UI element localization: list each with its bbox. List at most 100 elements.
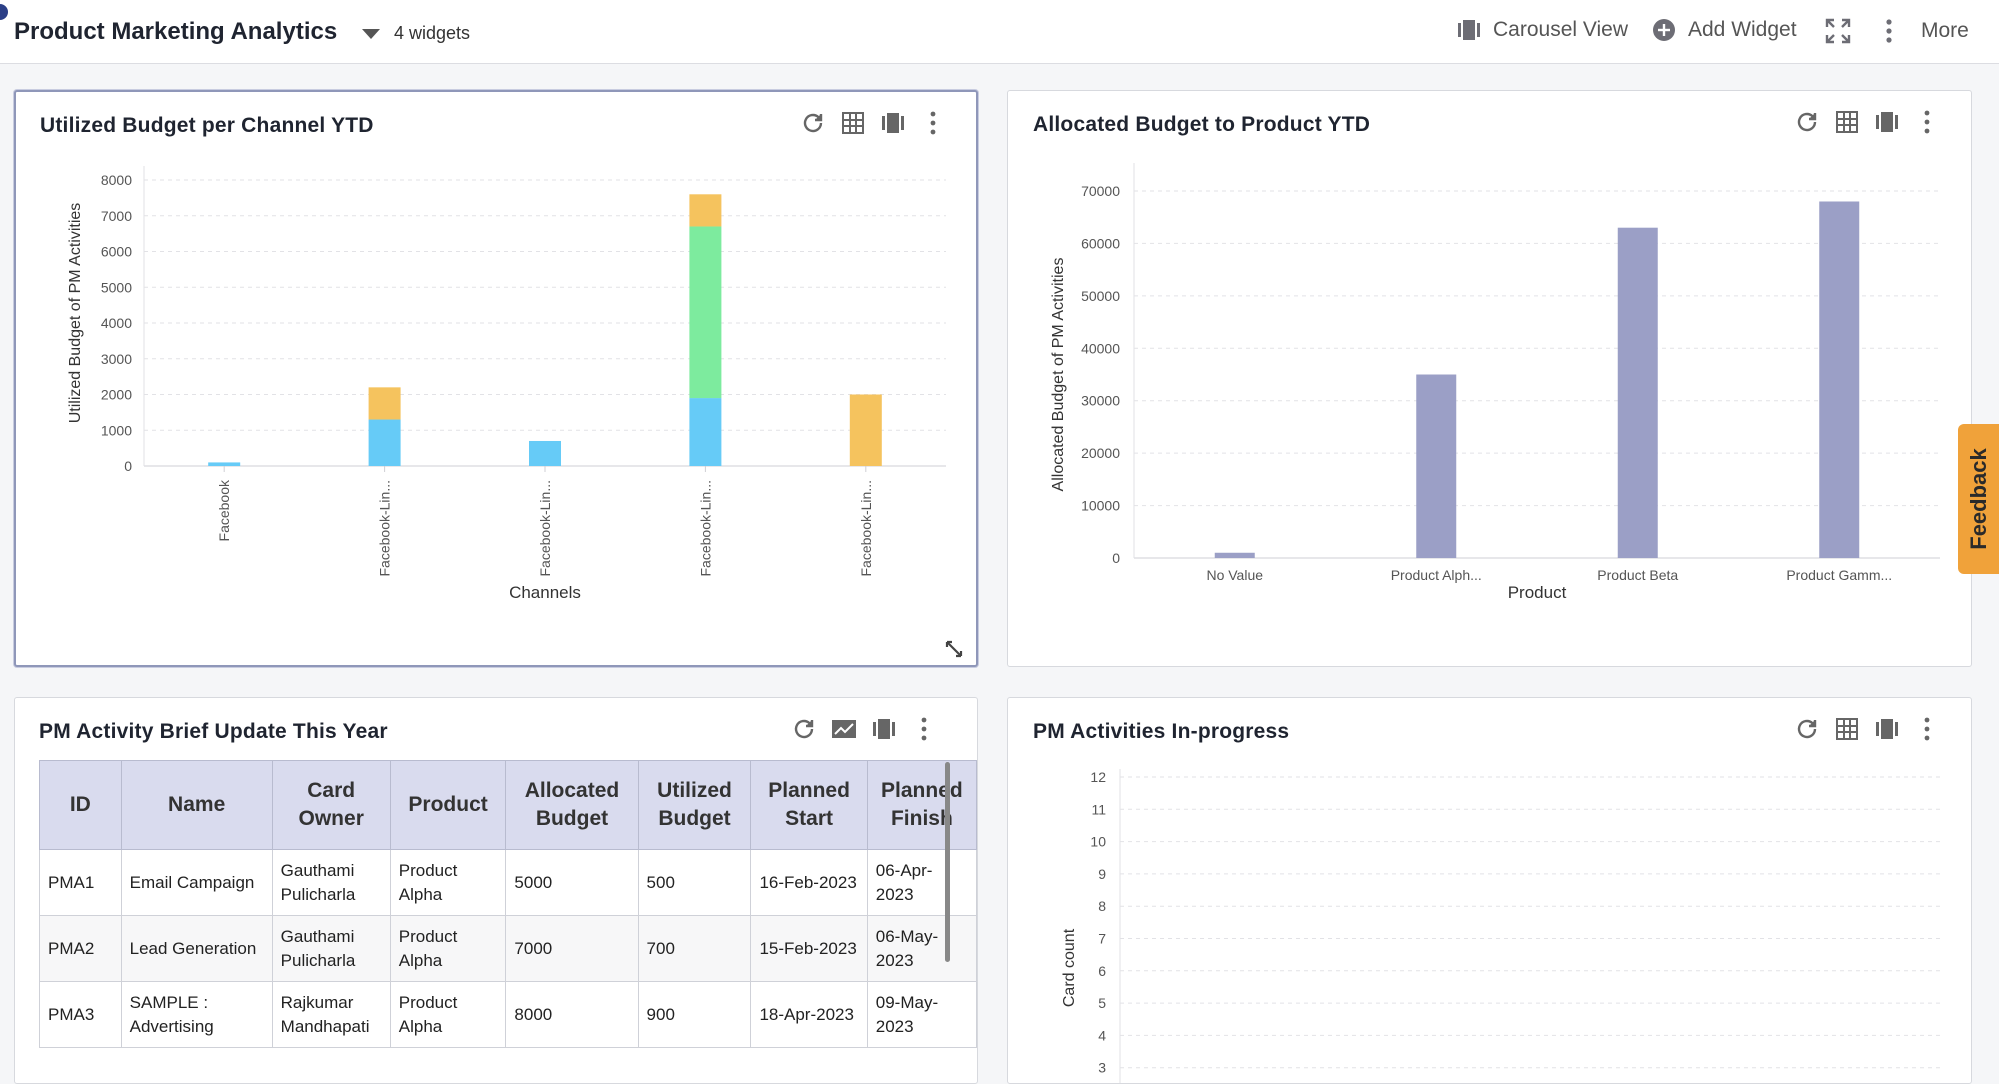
widget-title: Allocated Budget to Product YTD	[1033, 113, 1371, 136]
widget-title: PM Activities In-progress	[1033, 720, 1290, 743]
column-header-label: ID	[69, 793, 91, 816]
bar-segment	[689, 398, 722, 466]
y-tick-label: 4	[1098, 1027, 1106, 1043]
expand-icon	[1825, 18, 1851, 44]
table-row[interactable]: PMA1 Email Campaign Gauthami Pulicharla Pro…	[39, 849, 977, 916]
y-tick-label: 6000	[101, 244, 132, 260]
bar-segment	[368, 419, 401, 466]
table-row[interactable]: PMA2 Lead Generation Gauthami Pulicharla Pr…	[39, 915, 977, 982]
column-header[interactable]: Card Owner	[271, 760, 391, 850]
y-tick-label: 20000	[1081, 445, 1120, 461]
table-view-icon[interactable]	[1834, 109, 1860, 135]
kebab-icon[interactable]	[911, 716, 937, 742]
column-header[interactable]: ID	[39, 760, 122, 850]
y-tick-label: 7000	[101, 208, 132, 224]
table-cell: 700	[637, 915, 752, 982]
bar	[1214, 552, 1255, 558]
y-tick-label: 5	[1098, 995, 1106, 1011]
more-label: More	[1921, 19, 1969, 42]
column-header[interactable]: Name	[120, 760, 273, 850]
refresh-icon[interactable]	[800, 110, 826, 136]
resize-handle-icon[interactable]	[944, 639, 964, 659]
column-header-label: Planned	[881, 779, 963, 802]
table-scrollbar[interactable]	[945, 762, 950, 962]
table-cell: 09-May-2023	[866, 981, 977, 1048]
column-header[interactable]: Allocated Budget	[505, 760, 639, 850]
kebab-icon[interactable]	[1914, 109, 1940, 135]
column-header-label: Owner	[298, 807, 364, 830]
kebab-icon[interactable]	[920, 110, 946, 136]
dashboard-title[interactable]: Product Marketing Analytics	[14, 18, 338, 45]
x-tick-label: Product Beta	[1597, 567, 1678, 583]
column-header[interactable]: Planned Finish	[866, 760, 977, 850]
x-tick-label: Facebook-Lin...	[697, 480, 713, 577]
more-button[interactable]: More	[1885, 18, 1969, 44]
refresh-icon[interactable]	[791, 716, 817, 742]
table-cell: 8000	[505, 981, 639, 1048]
table-cell: SAMPLE : Advertising	[120, 981, 273, 1048]
widget-toolbar	[800, 110, 946, 136]
widget-allocated-budget[interactable]: Allocated Budget to Product YTD 0 10000 20…	[1007, 90, 1972, 667]
fullscreen-button[interactable]	[1825, 18, 1863, 44]
carousel-icon[interactable]	[871, 716, 897, 742]
table-body: PMA1 Email Campaign Gauthami Pulicharla Pro…	[39, 849, 977, 1048]
column-header-label: Card	[307, 779, 356, 802]
table-view-icon[interactable]	[840, 110, 866, 136]
status-dot	[0, 4, 8, 20]
widget-toolbar	[1794, 109, 1940, 135]
refresh-icon[interactable]	[1794, 109, 1820, 135]
table-cell: PMA2	[39, 915, 122, 982]
widget-utilized-budget[interactable]: Utilized Budget per Channel YTD 0 1000 200…	[14, 90, 978, 667]
column-header-label: Utilized	[657, 779, 732, 802]
y-axis-title: Allocated Budget of PM Activities	[1050, 258, 1067, 492]
add-widget-button[interactable]: Add Widget	[1652, 18, 1797, 42]
y-tick-label: 50000	[1081, 288, 1120, 304]
table-row[interactable]: PMA3 SAMPLE : Advertising Rajkumar Mandhap…	[39, 981, 977, 1048]
carousel-icon[interactable]	[880, 110, 906, 136]
widget-activities-in-progress[interactable]: PM Activities In-progress 3 4 5 6 7 8 9 10 11 12 C…	[1007, 697, 1972, 1084]
chart-view-icon[interactable]	[831, 716, 857, 742]
chevron-down-icon[interactable]	[362, 29, 380, 39]
activity-table: ID Name Card Owner Product Allocated Budget Uti…	[39, 760, 977, 1048]
column-header-label: Name	[168, 793, 226, 816]
widget-count: 4 widgets	[394, 23, 471, 43]
in-progress-chart: 3 4 5 6 7 8 9 10 11 12 Card count	[1061, 769, 1940, 1083]
y-tick-label: 12	[1090, 769, 1106, 785]
carousel-icon[interactable]	[1874, 716, 1900, 742]
column-header-label: Start	[785, 807, 834, 830]
y-tick-label: 40000	[1081, 340, 1120, 356]
bar-segment	[849, 394, 882, 466]
carousel-view-button[interactable]: Carousel View	[1457, 18, 1628, 42]
refresh-icon[interactable]	[1794, 716, 1820, 742]
table-cell: Product Alpha	[389, 981, 507, 1048]
y-tick-label: 3000	[101, 351, 132, 367]
utilized-budget-chart: 0 1000 2000 3000 4000 5000 6000 7000 8000 Faceboo…	[67, 166, 946, 602]
x-tick-label: Facebook-Lin...	[537, 480, 553, 577]
widget-activity-brief[interactable]: PM Activity Brief Update This Year ID Nam…	[14, 697, 978, 1084]
table-cell: PMA3	[39, 981, 122, 1048]
table-view-icon[interactable]	[1834, 716, 1860, 742]
carousel-icon	[1458, 20, 1480, 40]
table-cell: 900	[637, 981, 752, 1048]
bar	[1819, 201, 1860, 558]
carousel-icon[interactable]	[1874, 109, 1900, 135]
table-header-row: ID Name Card Owner Product Allocated Budget Uti…	[39, 760, 977, 850]
table-cell: Rajkumar Mandhapati	[271, 981, 391, 1048]
kebab-icon[interactable]	[1914, 716, 1940, 742]
bar	[1617, 227, 1658, 558]
bar-segment	[208, 462, 241, 466]
column-header[interactable]: Product	[389, 760, 507, 850]
table-cell: 18-Apr-2023	[750, 981, 868, 1048]
table-cell: 06-May-2023	[866, 915, 977, 982]
y-tick-label: 9	[1098, 866, 1106, 882]
column-header[interactable]: Planned Start	[750, 760, 868, 850]
feedback-tab[interactable]: Feedback	[1958, 424, 1999, 574]
kebab-icon	[1886, 19, 1892, 43]
table-cell: 06-Apr-2023	[866, 849, 977, 916]
widget-title: PM Activity Brief Update This Year	[39, 720, 388, 743]
x-tick-label: Product Gamm...	[1786, 567, 1892, 583]
table-cell: 5000	[505, 849, 639, 916]
y-tick-label: 8000	[101, 172, 132, 188]
column-header[interactable]: Utilized Budget	[637, 760, 752, 850]
dashboard-header: Product Marketing Analytics 4 widgets Ca…	[0, 0, 1999, 64]
